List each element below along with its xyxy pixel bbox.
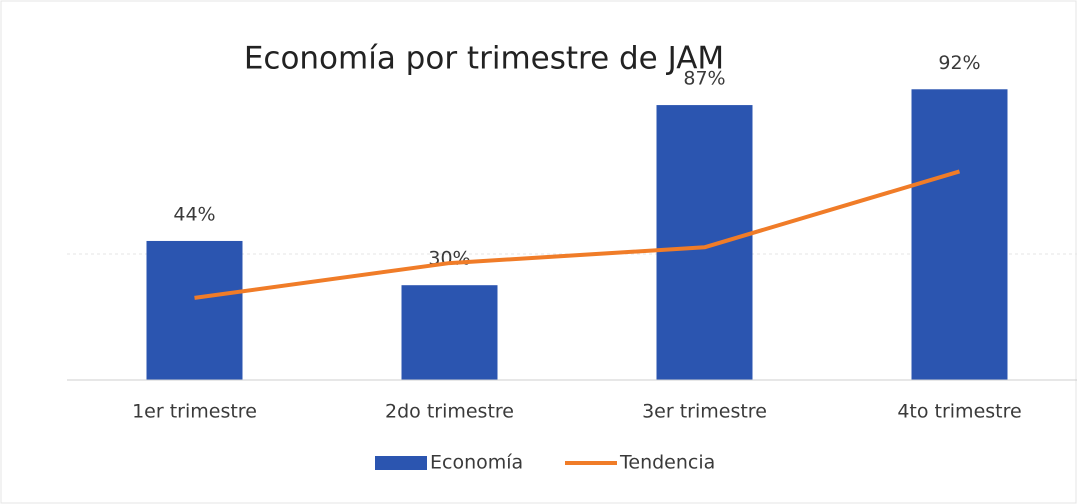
x-tick-label: 1er trimestre <box>132 401 257 423</box>
data-label: 92% <box>938 52 980 74</box>
bar <box>146 240 243 380</box>
trend-line <box>194 169 961 300</box>
data-label: 87% <box>683 68 725 90</box>
x-tick-label: 4to trimestre <box>897 401 1021 423</box>
bar <box>911 89 1008 380</box>
legend-swatch <box>375 456 427 470</box>
x-tick-label: 3er trimestre <box>642 401 767 423</box>
legend-label: Economía <box>430 452 523 474</box>
bar <box>401 285 498 380</box>
bar <box>656 105 753 380</box>
x-tick-label: 2do trimestre <box>385 401 514 423</box>
data-label: 44% <box>173 203 215 225</box>
legend-label: Tendencia <box>619 452 715 474</box>
chart-title: Economía por trimestre de JAM <box>244 41 724 77</box>
